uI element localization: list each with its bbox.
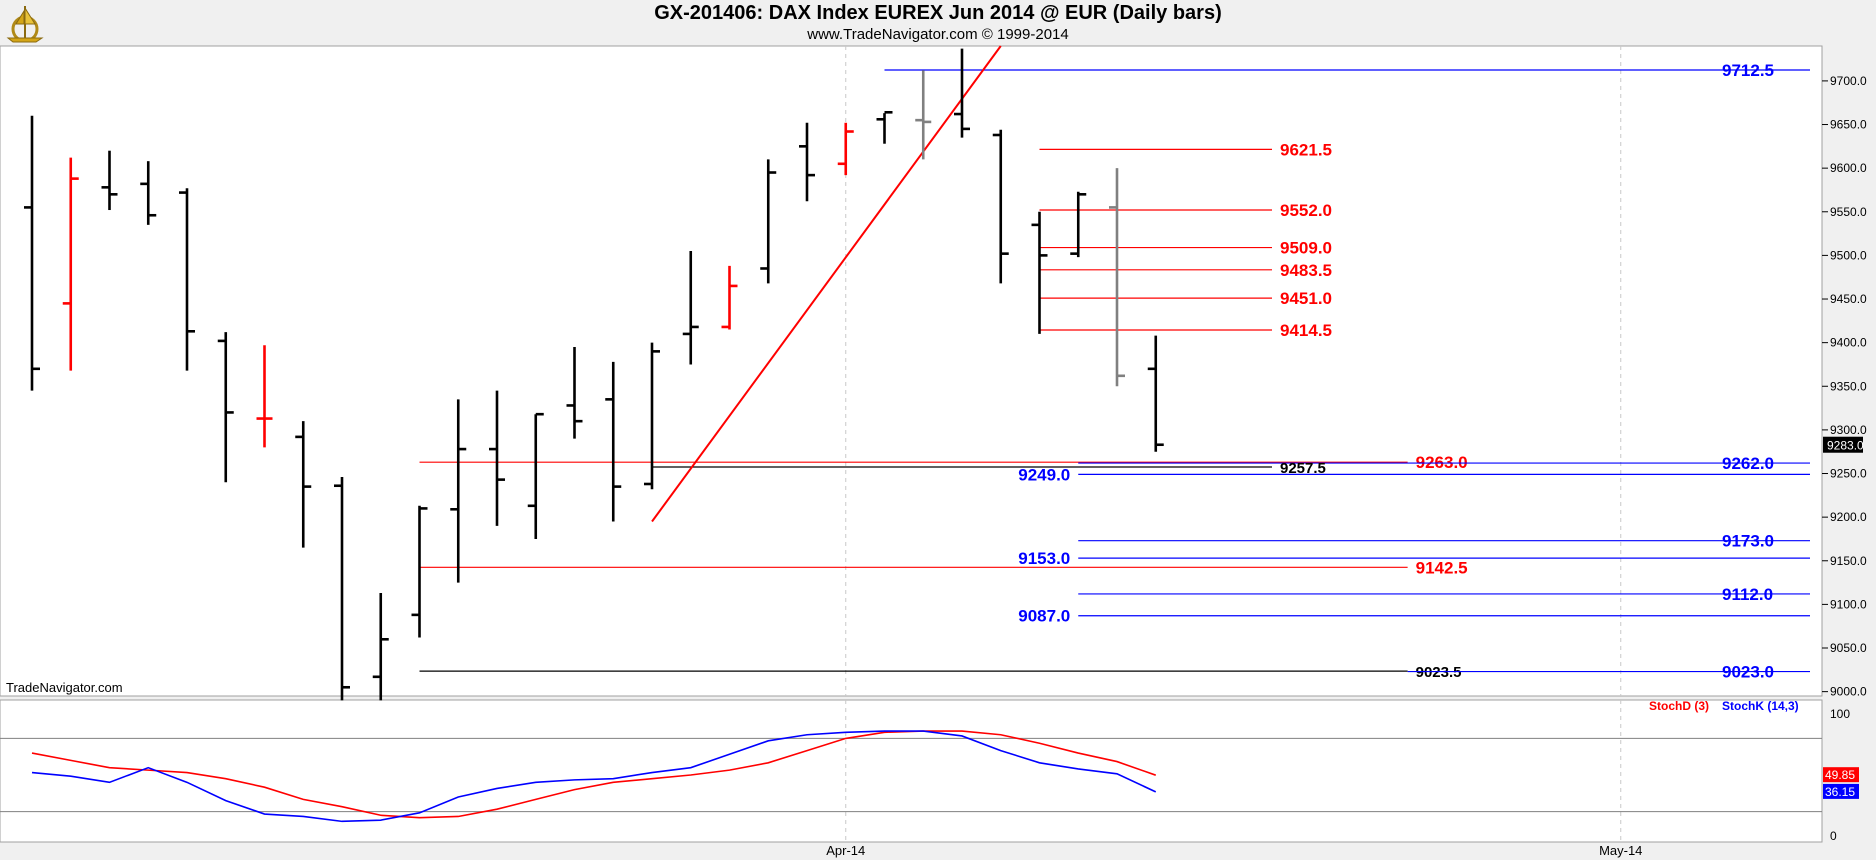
ohlc-bar — [566, 347, 583, 439]
y-tick-label: 9600.0 — [1830, 161, 1867, 175]
x-tick-label: Apr-14 — [826, 843, 865, 858]
ohlc-bar — [372, 593, 389, 701]
level-label-9173.0: 9173.0 — [1722, 532, 1774, 551]
ohlc-bar — [876, 111, 893, 144]
osc-last-label: 36.15 — [1825, 785, 1855, 799]
level-label-9262.0: 9262.0 — [1722, 454, 1774, 473]
ohlc-bar — [915, 70, 932, 160]
legend-stochd: StochD (3) — [1649, 699, 1709, 713]
ohlc-bar — [101, 150, 118, 211]
y-tick-label: 9400.0 — [1830, 336, 1867, 350]
ohlc-bar — [605, 361, 622, 522]
ohlc-bar — [62, 157, 79, 371]
ohlc-bar — [140, 161, 157, 225]
level-label-9023.5: 9023.5 — [1416, 664, 1462, 681]
osc-last-box — [1823, 767, 1859, 783]
trendline-segment — [651, 45, 1002, 523]
y-tick-label: 9700.0 — [1830, 74, 1867, 88]
y-tick-label: 9550.0 — [1830, 205, 1867, 219]
time-axis: Apr-14 May-14 — [826, 843, 1642, 858]
level-label-9483.5: 9483.5 — [1280, 261, 1332, 280]
ohlc-bar — [1031, 211, 1048, 334]
ohlc-bar — [217, 332, 234, 483]
y-tick-label: 9050.0 — [1830, 641, 1867, 655]
osc-series-0 — [31, 730, 1157, 819]
y-tick-label: 9000.0 — [1830, 685, 1867, 699]
x-tick-label: May-14 — [1599, 843, 1642, 858]
y-tick-label: 9200.0 — [1830, 510, 1867, 524]
level-label-9257.5: 9257.5 — [1280, 460, 1326, 477]
ohlc-bar — [954, 48, 970, 138]
price-bars — [24, 48, 1164, 701]
last-price-label: 9283.0 — [1827, 439, 1864, 453]
price-plot-area — [0, 45, 1823, 697]
ohlc-bar — [1109, 168, 1125, 387]
osc-series-1 — [31, 730, 1157, 823]
osc-last-box — [1823, 783, 1859, 799]
ohlc-bar — [24, 115, 40, 391]
level-label-9712.5: 9712.5 — [1722, 61, 1774, 80]
level-label-9153.0: 9153.0 — [1018, 549, 1070, 568]
y-tick-label: 9650.0 — [1830, 118, 1867, 132]
ohlc-bar — [992, 129, 1009, 284]
level-label-9249.0: 9249.0 — [1018, 465, 1070, 484]
y-tick-label: 9450.0 — [1830, 292, 1867, 306]
osc-y-tick-label: 100 — [1830, 707, 1850, 721]
ohlc-bar — [1147, 335, 1164, 452]
ohlc-bar — [799, 122, 815, 202]
level-label-9621.5: 9621.5 — [1280, 140, 1332, 159]
y-tick-label: 9150.0 — [1830, 554, 1867, 568]
y-tick-label: 9300.0 — [1830, 423, 1867, 437]
ohlc-bar — [527, 412, 544, 539]
level-label-9451.0: 9451.0 — [1280, 289, 1332, 308]
ohlc-bar — [295, 421, 312, 548]
ohlc-bar — [489, 390, 505, 526]
y-tick-label: 9350.0 — [1830, 379, 1867, 393]
y-tick-label: 9250.0 — [1830, 467, 1867, 481]
level-label-9414.5: 9414.5 — [1280, 321, 1332, 340]
level-label-9509.0: 9509.0 — [1280, 239, 1332, 258]
ohlc-bar — [837, 122, 854, 176]
last-price-box — [1823, 436, 1863, 453]
level-label-9552.0: 9552.0 — [1280, 201, 1332, 220]
chart-title: GX-201406: DAX Index EUREX Jun 2014 @ EU… — [654, 2, 1222, 24]
level-label-9087.0: 9087.0 — [1018, 607, 1070, 626]
osc-last-label: 49.85 — [1825, 768, 1855, 782]
trade-navigator-logo-icon — [6, 6, 44, 43]
price-axis: 9700.0 9650.0 9600.0 9550.0 9500.0 9450.0 9400… — [1822, 74, 1867, 699]
ohlc-bar — [721, 265, 738, 330]
level-label-9112.0: 9112.0 — [1722, 585, 1773, 604]
trendline — [651, 45, 1002, 523]
osc-y-tick-label: 0 — [1830, 829, 1837, 843]
ohlc-bar — [760, 159, 777, 284]
stochastic-plot-area — [0, 699, 1823, 843]
stochastic-panel: 100 0 49.85 36.15 StochD (3) StochK (14,3) — [0, 699, 1859, 843]
ohlc-bar — [334, 477, 350, 701]
ohlc-bar — [256, 345, 273, 448]
y-tick-label: 9100.0 — [1830, 597, 1867, 611]
legend-stochk: StochK (14,3) — [1722, 699, 1799, 713]
ohlc-bar — [411, 505, 428, 638]
y-tick-label: 9500.0 — [1830, 248, 1867, 262]
watermark: TradeNavigator.com — [6, 680, 123, 695]
ohlc-bar — [179, 188, 195, 371]
level-label-9023.0: 9023.0 — [1722, 663, 1774, 682]
ohlc-bar — [1070, 191, 1087, 258]
ohlc-bar — [450, 399, 467, 583]
ohlc-bar — [682, 251, 699, 365]
ohlc-bar — [644, 342, 660, 490]
chart-subtitle: www.TradeNavigator.com © 1999-2014 — [807, 26, 1069, 43]
level-label-9142.5: 9142.5 — [1416, 558, 1468, 577]
